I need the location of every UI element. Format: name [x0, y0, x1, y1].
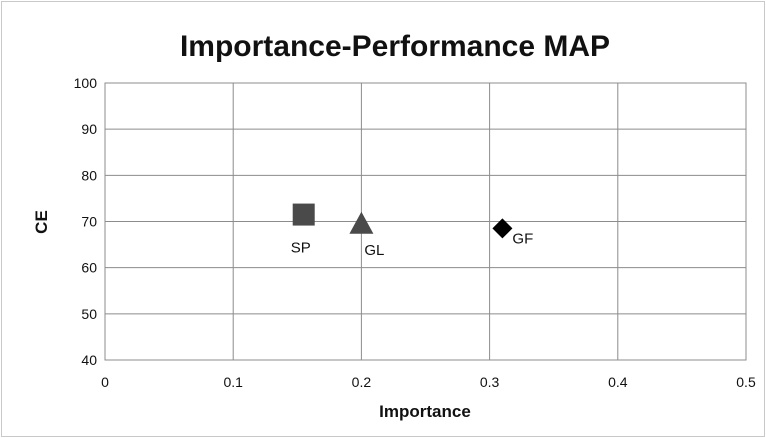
x-tick-label: 0 [101, 374, 109, 390]
tick-labels: 40 50 60 70 80 90 100 0 0.1 0.2 0.3 0.4 0.5 [74, 75, 756, 390]
y-tick-label: 90 [81, 121, 97, 137]
x-tick-label: 0.1 [223, 374, 243, 390]
x-tick-label: 0.3 [480, 374, 500, 390]
y-axis-title: CE [32, 210, 51, 234]
y-tick-label: 60 [81, 260, 97, 276]
y-tick-label: 40 [81, 352, 97, 368]
point-label-sp: SP [291, 240, 311, 257]
y-tick-label: 80 [81, 167, 97, 183]
x-tick-label: 0.5 [736, 374, 756, 390]
point-sp-square-marker [292, 203, 315, 226]
grid [104, 82, 747, 361]
point-label-gl: GL [364, 242, 384, 259]
point-gl-triangle-marker [349, 211, 374, 234]
x-tick-label: 0.2 [352, 374, 372, 390]
x-axis-title: Importance [379, 402, 471, 421]
point-gf-diamond-marker [492, 218, 513, 239]
y-tick-label: 50 [81, 306, 97, 322]
data-points: SP GL GF [291, 203, 533, 259]
y-tick-label: 70 [81, 214, 97, 230]
y-tick-label: 100 [74, 75, 98, 91]
chart-title: Importance-Performance MAP [180, 30, 610, 63]
point-label-gf: GF [512, 230, 533, 247]
x-tick-label: 0.4 [608, 374, 628, 390]
